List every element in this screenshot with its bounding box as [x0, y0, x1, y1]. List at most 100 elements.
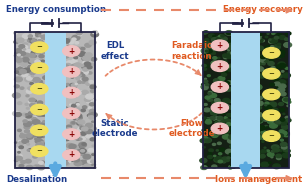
Circle shape: [64, 64, 72, 68]
Circle shape: [218, 77, 225, 81]
Circle shape: [32, 120, 40, 124]
Circle shape: [73, 95, 77, 97]
Circle shape: [226, 132, 229, 134]
Circle shape: [91, 90, 95, 92]
Circle shape: [267, 33, 269, 34]
Circle shape: [14, 32, 17, 34]
Circle shape: [42, 136, 44, 138]
Circle shape: [211, 123, 228, 134]
Circle shape: [82, 64, 89, 69]
Circle shape: [43, 143, 46, 145]
Circle shape: [20, 87, 24, 89]
Circle shape: [28, 149, 33, 151]
Text: +: +: [217, 82, 223, 91]
Circle shape: [75, 42, 79, 44]
Circle shape: [266, 96, 270, 99]
Circle shape: [74, 87, 76, 88]
Circle shape: [33, 155, 37, 158]
Circle shape: [31, 146, 48, 156]
Circle shape: [72, 104, 76, 107]
Circle shape: [77, 146, 83, 149]
Circle shape: [76, 57, 79, 58]
Circle shape: [282, 153, 285, 154]
Circle shape: [37, 165, 45, 170]
Circle shape: [208, 153, 212, 155]
Circle shape: [273, 45, 280, 49]
Circle shape: [229, 32, 231, 33]
Circle shape: [90, 138, 95, 141]
Circle shape: [229, 128, 235, 131]
Circle shape: [30, 103, 35, 106]
Circle shape: [81, 81, 86, 83]
Circle shape: [86, 81, 92, 85]
Circle shape: [66, 84, 69, 85]
Circle shape: [265, 92, 270, 95]
Circle shape: [217, 142, 221, 145]
Circle shape: [211, 61, 218, 65]
Circle shape: [15, 167, 17, 168]
Circle shape: [269, 120, 274, 123]
Text: +: +: [68, 67, 74, 76]
Circle shape: [14, 160, 17, 162]
Circle shape: [214, 47, 219, 50]
Circle shape: [69, 148, 75, 152]
Circle shape: [79, 122, 81, 124]
Circle shape: [13, 111, 20, 116]
Circle shape: [89, 103, 94, 106]
Circle shape: [37, 151, 41, 154]
Circle shape: [271, 67, 276, 69]
Circle shape: [268, 135, 275, 139]
Circle shape: [25, 130, 29, 133]
Circle shape: [205, 120, 212, 124]
Circle shape: [219, 111, 226, 115]
Circle shape: [218, 160, 223, 163]
Circle shape: [226, 123, 231, 126]
Circle shape: [277, 43, 281, 46]
Circle shape: [29, 38, 31, 39]
Circle shape: [212, 143, 216, 145]
Text: −: −: [268, 112, 274, 118]
Circle shape: [261, 131, 266, 134]
Circle shape: [284, 120, 289, 123]
Circle shape: [217, 57, 220, 59]
Circle shape: [259, 154, 265, 158]
Circle shape: [92, 154, 94, 155]
Circle shape: [19, 146, 23, 149]
Circle shape: [93, 99, 96, 101]
Circle shape: [268, 51, 271, 53]
Circle shape: [224, 82, 230, 85]
Circle shape: [14, 85, 19, 88]
Circle shape: [42, 34, 45, 36]
Circle shape: [35, 60, 40, 63]
Circle shape: [81, 148, 84, 150]
Circle shape: [262, 54, 268, 57]
Text: Static
electrode: Static electrode: [92, 119, 138, 138]
Circle shape: [221, 69, 229, 74]
Circle shape: [227, 157, 230, 159]
Circle shape: [228, 49, 230, 51]
Circle shape: [21, 133, 23, 134]
Circle shape: [270, 111, 276, 114]
Circle shape: [262, 63, 265, 65]
Circle shape: [264, 119, 268, 121]
Circle shape: [262, 55, 267, 58]
Circle shape: [269, 102, 277, 107]
Circle shape: [265, 105, 272, 110]
Circle shape: [72, 109, 79, 113]
Circle shape: [20, 52, 25, 55]
Circle shape: [227, 81, 232, 84]
Circle shape: [71, 145, 78, 149]
Circle shape: [266, 59, 274, 64]
Circle shape: [275, 96, 279, 99]
Circle shape: [42, 61, 45, 63]
Circle shape: [225, 33, 227, 35]
Circle shape: [87, 114, 91, 117]
Circle shape: [36, 34, 39, 36]
Circle shape: [264, 91, 270, 94]
Circle shape: [274, 164, 278, 167]
Circle shape: [34, 33, 40, 36]
Circle shape: [216, 46, 222, 50]
Circle shape: [31, 40, 36, 42]
Circle shape: [82, 143, 86, 145]
Circle shape: [203, 68, 207, 70]
